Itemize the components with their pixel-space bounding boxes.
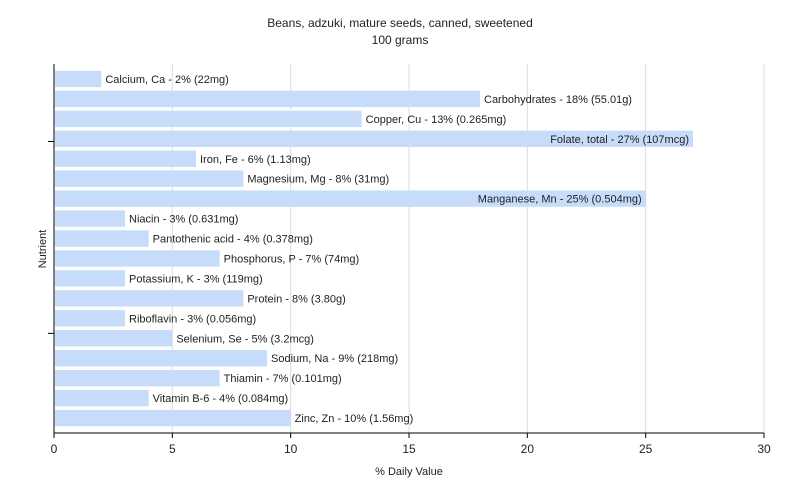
bar-label: Thiamin - 7% (0.101mg) <box>224 373 342 385</box>
x-tick-label: 25 <box>639 442 653 456</box>
chart-subtitle: 100 grams <box>371 33 429 47</box>
bar-label: Phosphorus, P - 7% (74mg) <box>224 253 360 265</box>
bar-label: Protein - 8% (3.80g) <box>247 293 345 305</box>
bar-label: Carbohydrates - 18% (55.01g) <box>484 94 632 106</box>
bar <box>55 130 693 147</box>
bar <box>55 350 267 367</box>
x-axis-label: % Daily Value <box>375 466 443 478</box>
bar-label: Manganese, Mn - 25% (0.504mg) <box>478 194 642 206</box>
bar <box>55 270 125 287</box>
x-tick-label: 5 <box>169 442 176 456</box>
bar-label: Zinc, Zn - 10% (1.56mg) <box>295 413 414 425</box>
bar-label: Magnesium, Mg - 8% (31mg) <box>247 174 389 186</box>
x-tick-label: 20 <box>521 442 535 456</box>
bar-label: Vitamin B-6 - 4% (0.084mg) <box>153 393 289 405</box>
bar <box>55 210 125 227</box>
bar <box>55 110 362 128</box>
bar <box>55 389 149 407</box>
bar-label: Iron, Fe - 6% (1.13mg) <box>200 154 311 166</box>
bar-label: Potassium, K - 3% (119mg) <box>129 273 263 285</box>
bar <box>55 150 196 167</box>
bar-label: Pantothenic acid - 4% (0.378mg) <box>153 234 313 246</box>
bar <box>55 369 220 387</box>
bar-label: Sodium, Na - 9% (218mg) <box>271 353 398 365</box>
bar-label: Niacin - 3% (0.631mg) <box>129 214 238 226</box>
bar <box>55 250 220 267</box>
bar <box>55 70 102 88</box>
bar-label: Copper, Cu - 13% (0.265mg) <box>366 114 507 126</box>
bar-label: Selenium, Se - 5% (3.2mcg) <box>176 333 314 345</box>
bar <box>55 90 480 108</box>
bar-label: Riboflavin - 3% (0.056mg) <box>129 313 256 325</box>
bar <box>55 409 291 427</box>
bar-label: Calcium, Ca - 2% (22mg) <box>105 74 228 86</box>
bar <box>55 170 244 187</box>
bar <box>55 330 173 347</box>
chart-title: Beans, adzuki, mature seeds, canned, swe… <box>267 16 533 30</box>
x-tick-label: 0 <box>51 442 58 456</box>
bar <box>55 230 149 247</box>
bar <box>55 190 646 207</box>
bar-label: Folate, total - 27% (107mcg) <box>550 134 689 146</box>
x-tick-label: 15 <box>402 442 416 456</box>
bar <box>55 310 125 327</box>
x-tick-label: 30 <box>757 442 771 456</box>
y-axis-label: Nutrient <box>37 229 49 269</box>
bar <box>55 290 244 307</box>
x-tick-label: 10 <box>284 442 298 456</box>
